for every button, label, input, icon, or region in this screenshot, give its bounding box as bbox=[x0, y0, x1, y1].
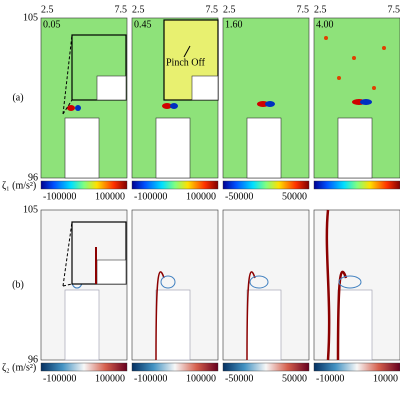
colorbar-tick-label: -100000 bbox=[134, 191, 167, 202]
shear-layer bbox=[246, 271, 256, 361]
vortex bbox=[324, 36, 328, 40]
vortex bbox=[67, 105, 75, 111]
colorbar bbox=[40, 180, 128, 190]
x-tick-label: 7.5 bbox=[388, 4, 400, 15]
vortex bbox=[249, 275, 269, 289]
building bbox=[337, 289, 373, 361]
x-tick-label: 2.5 bbox=[132, 4, 145, 15]
colorbar bbox=[131, 362, 219, 372]
row-label: (b) bbox=[12, 279, 24, 290]
colorbar-label: ζ₂ (m/s²) bbox=[2, 362, 36, 373]
vortex bbox=[75, 105, 81, 111]
vortex bbox=[160, 275, 176, 289]
vortex bbox=[338, 275, 362, 289]
time-label: 0.45 bbox=[134, 19, 152, 30]
building bbox=[246, 117, 282, 179]
building bbox=[64, 117, 100, 179]
colorbar-tick-label: 100000 bbox=[95, 373, 125, 384]
vortex bbox=[360, 99, 372, 105]
inset-leader bbox=[62, 283, 73, 287]
colorbar-tick-label: -100000 bbox=[43, 373, 76, 384]
vortex bbox=[337, 76, 341, 80]
colorbar-tick-label: 100000 bbox=[95, 191, 125, 202]
colorbar-tick-label: -100000 bbox=[43, 191, 76, 202]
colorbar-tick-label: -10000 bbox=[316, 373, 344, 384]
vortex bbox=[162, 103, 172, 109]
colorbar bbox=[40, 362, 128, 372]
inset-leader bbox=[62, 99, 73, 115]
x-tick-label: 7.5 bbox=[206, 4, 219, 15]
inset-building bbox=[191, 75, 219, 101]
shear-layer bbox=[155, 271, 165, 361]
building bbox=[155, 117, 191, 179]
inset-building bbox=[96, 259, 127, 285]
y-tick-label: 105 bbox=[23, 12, 38, 23]
inset-leader bbox=[62, 34, 73, 115]
x-tick-label: 2.5 bbox=[223, 4, 236, 15]
colorbar-tick-label: -100000 bbox=[134, 373, 167, 384]
colorbar bbox=[313, 180, 400, 190]
annotation: Pinch Off bbox=[166, 57, 206, 68]
y-tick-label: 96 bbox=[28, 354, 38, 365]
colorbar-tick-label: 100000 bbox=[186, 191, 216, 202]
inset-leader bbox=[62, 221, 73, 287]
time-label: 1.60 bbox=[225, 19, 243, 30]
colorbar-tick-label: 50000 bbox=[282, 191, 307, 202]
colorbar bbox=[131, 180, 219, 190]
row-label: (a) bbox=[12, 92, 23, 103]
colorbar bbox=[222, 362, 310, 372]
building bbox=[337, 117, 373, 179]
shear-layer bbox=[325, 209, 331, 361]
building bbox=[155, 289, 191, 361]
building bbox=[246, 289, 282, 361]
shear-layer bbox=[336, 270, 348, 361]
colorbar-label: ζ₁ (m/s²) bbox=[2, 180, 36, 191]
colorbar-tick-label: -50000 bbox=[225, 373, 253, 384]
vortex bbox=[372, 86, 376, 90]
time-label: 0.05 bbox=[43, 19, 61, 30]
colorbar bbox=[222, 180, 310, 190]
y-tick-label: 96 bbox=[28, 172, 38, 183]
x-tick-label: 2.5 bbox=[314, 4, 327, 15]
vortex bbox=[382, 46, 386, 50]
time-label: 4.00 bbox=[316, 19, 334, 30]
x-tick-label: 7.5 bbox=[115, 4, 128, 15]
annotation-arrow bbox=[183, 45, 191, 58]
x-tick-label: 2.5 bbox=[41, 4, 54, 15]
x-tick-label: 7.5 bbox=[297, 4, 310, 15]
colorbar-tick-label: -50000 bbox=[225, 191, 253, 202]
building bbox=[64, 289, 100, 361]
colorbar-tick-label: 100000 bbox=[186, 373, 216, 384]
colorbar-tick-label: 10000 bbox=[373, 373, 398, 384]
vortex bbox=[170, 103, 178, 109]
inset-building bbox=[96, 75, 127, 101]
y-tick-label: 105 bbox=[23, 204, 38, 215]
vortex bbox=[352, 56, 356, 60]
colorbar bbox=[313, 362, 400, 372]
colorbar-tick-label: 50000 bbox=[282, 373, 307, 384]
vortex bbox=[265, 101, 275, 107]
